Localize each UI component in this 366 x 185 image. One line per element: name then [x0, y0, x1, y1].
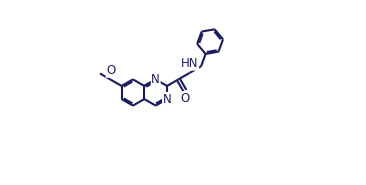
Text: HN: HN — [181, 57, 198, 70]
Text: O: O — [180, 92, 190, 105]
Text: N: N — [151, 73, 160, 86]
Text: O: O — [106, 64, 115, 77]
Text: N: N — [163, 92, 171, 106]
